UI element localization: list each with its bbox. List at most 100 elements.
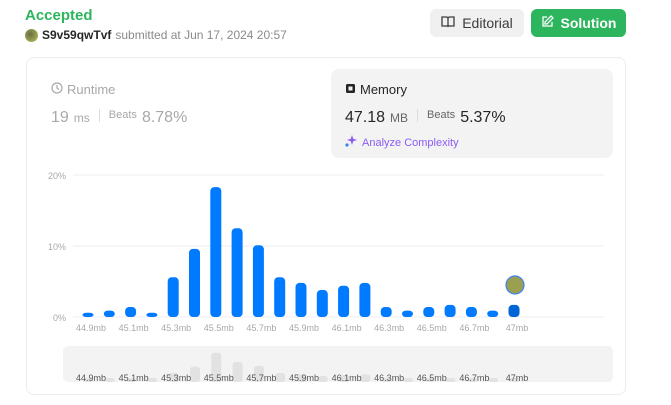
- navigator-tick-label: 45.5mb: [204, 373, 234, 383]
- navigator-tick-label: 45.7mb: [246, 373, 276, 383]
- solution-button[interactable]: Solution: [531, 9, 626, 37]
- x-tick-label: 47mb: [506, 323, 529, 333]
- divider: [98, 109, 100, 122]
- navigator-bar: [104, 378, 115, 382]
- x-tick-label: 45.1mb: [119, 323, 149, 333]
- editorial-button[interactable]: Editorial: [430, 9, 524, 37]
- runtime-value: 19 ms Beats 8.78%: [51, 109, 187, 127]
- bar: [380, 307, 392, 317]
- navigator-tick-label: 44.9mb: [76, 373, 106, 383]
- x-tick-label: 46.5mb: [417, 323, 447, 333]
- navigator-bar: [424, 378, 435, 382]
- navigator-bar: [296, 374, 307, 382]
- runtime-number: 19: [51, 109, 69, 126]
- book-icon: [441, 15, 455, 31]
- navigator-bar: [253, 365, 264, 382]
- bar: [189, 248, 200, 317]
- divider: [417, 109, 419, 122]
- navigator-bar: [509, 378, 520, 382]
- bar: [252, 245, 264, 317]
- bar: [338, 285, 350, 317]
- navigator-bar: [190, 366, 200, 382]
- navigator-bar: [126, 378, 137, 382]
- navigator-tick-label: 47mb: [506, 373, 529, 383]
- submitted-text: submitted at Jun 17, 2024 20:57: [115, 28, 287, 42]
- y-tick-label: 0%: [53, 313, 66, 323]
- bar: [359, 282, 371, 317]
- submission-info: S9v59qwTvf submitted at Jun 17, 2024 20:…: [25, 28, 287, 42]
- x-tick-label: 45.5mb: [204, 323, 234, 333]
- navigator-tick-label: 45.1mb: [119, 373, 149, 383]
- bar: [146, 312, 158, 317]
- bar: [210, 187, 222, 317]
- bar: [103, 310, 115, 317]
- bar: [231, 228, 243, 317]
- runtime-label: Runtime: [67, 82, 116, 97]
- editorial-label: Editorial: [462, 15, 513, 31]
- x-tick-label: 45.9mb: [289, 323, 319, 333]
- analyze-label: Analyze Complexity: [362, 136, 459, 149]
- bar: [423, 307, 435, 317]
- navigator-tick-label: 46.5mb: [417, 373, 447, 383]
- navigator-bar: [466, 378, 477, 382]
- memory-beats-label: Beats: [427, 109, 456, 121]
- bar: [295, 282, 307, 317]
- navigator-bar: [403, 378, 413, 382]
- navigator-bar: [317, 375, 328, 382]
- x-tick-label: 45.3mb: [161, 323, 191, 333]
- avatar[interactable]: [25, 28, 38, 42]
- bar: [402, 310, 413, 317]
- navigator-tick-label: 46.1mb: [332, 373, 362, 383]
- navigator-bar: [339, 374, 350, 382]
- memory-tab[interactable]: Memory 47.18 MB Beats 5.37% Analyze Comp…: [331, 69, 613, 158]
- bar: [444, 304, 456, 317]
- runtime-beats: 8.78%: [141, 109, 188, 126]
- user-avatar-marker: [505, 275, 525, 295]
- navigator-tick-label: 45.9mb: [289, 373, 319, 383]
- chart-navigator: [63, 346, 613, 382]
- clock-icon: [51, 82, 63, 97]
- bar: [487, 310, 499, 317]
- navigator-bar: [445, 378, 456, 382]
- navigator-tick-label: 45.3mb: [161, 373, 191, 383]
- navigator-tick-label: 46.3mb: [374, 373, 404, 383]
- username-link[interactable]: S9v59qwTvf: [42, 28, 112, 42]
- chip-icon: [345, 82, 356, 97]
- navigator-bar: [168, 373, 179, 382]
- bar: [274, 277, 286, 317]
- bar: [465, 307, 477, 317]
- runtime-tab[interactable]: Runtime: [51, 82, 115, 97]
- y-tick-label: 10%: [48, 242, 66, 252]
- memory-label: Memory: [360, 82, 407, 97]
- bar: [167, 277, 179, 317]
- bar: [125, 307, 137, 317]
- solution-label: Solution: [560, 15, 617, 31]
- navigator-bar: [275, 373, 286, 382]
- navigator-bar: [232, 362, 243, 382]
- navigator-bar: [83, 378, 94, 382]
- navigator-bar: [381, 378, 392, 382]
- bar: [82, 312, 94, 317]
- navigator-bar: [147, 378, 158, 382]
- runtime-unit: ms: [73, 111, 90, 125]
- status-accepted: Accepted: [25, 7, 93, 24]
- y-tick-label: 20%: [48, 171, 66, 181]
- edit-icon: [541, 15, 554, 31]
- navigator-bar: [360, 374, 371, 382]
- x-tick-label: 46.7mb: [459, 323, 489, 333]
- memory-unit: MB: [390, 111, 409, 125]
- x-tick-label: 45.7mb: [246, 323, 276, 333]
- navigator-bar: [488, 378, 499, 382]
- bar: [508, 304, 520, 317]
- x-tick-label: 44.9mb: [76, 323, 106, 333]
- result-card: [26, 57, 626, 395]
- navigator-tick-label: 46.7mb: [459, 373, 489, 383]
- analyze-complexity-link[interactable]: Analyze Complexity: [345, 135, 459, 150]
- memory-number: 47.18: [345, 109, 386, 126]
- navigator-bar: [211, 352, 222, 382]
- x-tick-label: 46.1mb: [332, 323, 362, 333]
- bar: [316, 290, 328, 317]
- sparkle-icon: [345, 135, 357, 150]
- x-tick-label: 46.3mb: [374, 323, 404, 333]
